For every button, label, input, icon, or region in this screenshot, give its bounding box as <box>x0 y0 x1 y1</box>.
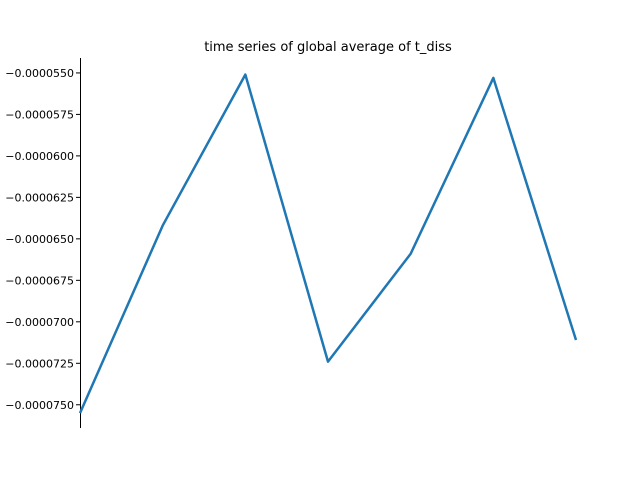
y-tick-label: −0.0000600 <box>5 150 74 163</box>
y-tick-label: −0.0000575 <box>5 108 74 121</box>
y-tick-label: −0.0000650 <box>5 233 74 246</box>
y-tick-label: −0.0000700 <box>5 316 74 329</box>
series-line-0 <box>78 73 578 414</box>
y-tick-label: −0.0000725 <box>5 357 74 370</box>
y-tick-label: −0.0000750 <box>5 399 74 412</box>
y-tick-label: −0.0000625 <box>5 191 74 204</box>
series-group <box>78 73 578 414</box>
y-tick-label: −0.0000675 <box>5 274 74 287</box>
chart-title: time series of global average of t_diss <box>204 40 452 55</box>
y-tick-label: −0.0000550 <box>5 67 74 80</box>
y-axis-ticks: −0.0000550 −0.0000575 −0.0000600 −0.0000625… <box>5 67 80 412</box>
